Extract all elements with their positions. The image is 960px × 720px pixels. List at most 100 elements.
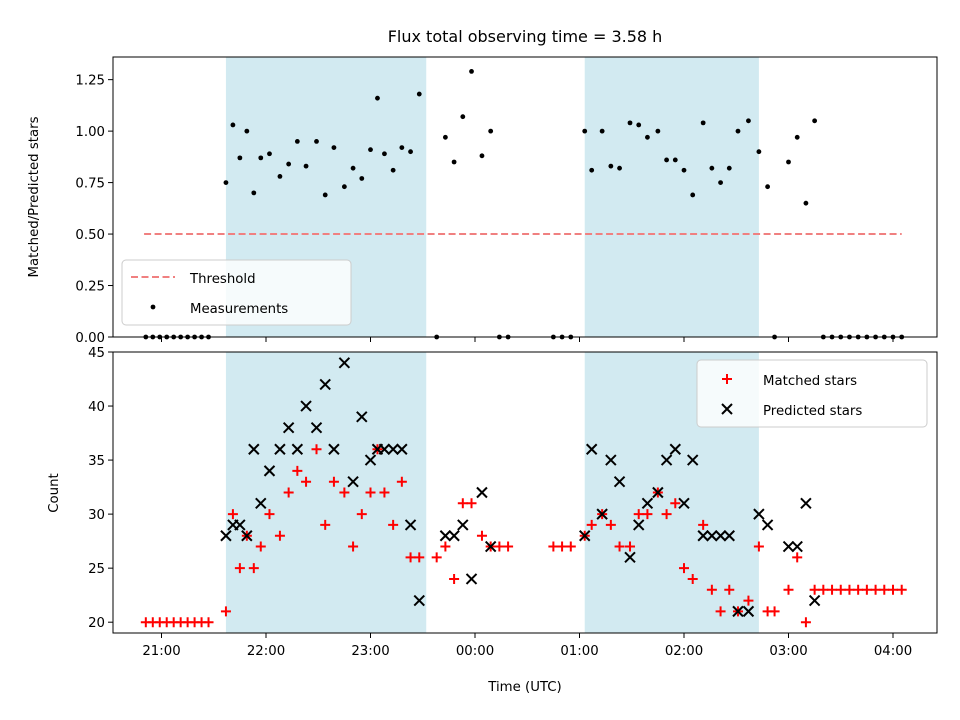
matched-point (827, 584, 838, 595)
predicted-point (364, 454, 377, 466)
predicted-point (791, 540, 803, 553)
measurement-point (617, 165, 622, 171)
legend-predicted-label: Predicted stars (763, 404, 862, 419)
measurement-point (812, 118, 818, 124)
bottom-panel: 20 25 30 35 40 45 21:00 22:00 23:00 00:00 01:00 02:… (88, 346, 938, 659)
predicted-point (579, 530, 591, 542)
matched-point (565, 541, 576, 552)
matched-point (642, 509, 653, 520)
matched-point (356, 509, 367, 520)
y-tick-label: 30 (88, 508, 105, 523)
measurement-point (627, 120, 633, 126)
matched-point (614, 541, 625, 552)
matched-point (844, 584, 855, 595)
y-tick-label: 0.50 (75, 228, 105, 243)
matched-point (670, 498, 681, 509)
predicted-point (697, 530, 709, 542)
predicted-point (457, 519, 469, 531)
matched-point (234, 563, 245, 574)
y-tick-label: 45 (88, 346, 105, 361)
predicted-point (439, 530, 452, 542)
shaded-interval (584, 57, 759, 337)
legend-measurement-label: Measurements (190, 302, 288, 317)
predicted-point (255, 497, 267, 510)
predicted-point (808, 594, 821, 607)
matched-point (503, 541, 514, 552)
predicted-point (687, 454, 699, 466)
matched-point (283, 487, 294, 498)
predicted-point (282, 421, 295, 434)
matched-point (320, 519, 331, 530)
predicted-point (347, 475, 359, 488)
measurement-point (286, 161, 292, 167)
measurement-point (294, 139, 300, 144)
y-tick-label: 40 (88, 400, 105, 415)
matched-point (388, 519, 399, 530)
measurement-point (765, 184, 770, 190)
matched-point (888, 584, 898, 595)
predicted-point (413, 594, 425, 607)
predicted-point (732, 605, 744, 618)
x-tick-label: 22:00 (247, 644, 285, 659)
x-axis-label: Time (UTC) (487, 680, 562, 695)
measurement-point (382, 151, 387, 157)
measurement-point (322, 192, 328, 198)
legend-bottom: Matched stars Predicted stars (696, 359, 928, 428)
measurement-point (700, 120, 706, 126)
legend-measurement-swatch (150, 304, 156, 310)
matched-point (328, 476, 339, 487)
matched-point (248, 563, 259, 574)
predicted-point (641, 497, 654, 510)
predicted-point (328, 443, 340, 455)
predicted-point (761, 519, 774, 531)
predicted-point (484, 540, 497, 553)
matched-point (348, 541, 359, 552)
predicted-point (706, 530, 718, 542)
legend-predicted-swatch (721, 403, 733, 415)
matched-point (365, 487, 376, 498)
matched-point (431, 552, 442, 563)
y-tick-label: 1.25 (75, 74, 105, 89)
measurement-point (237, 155, 243, 161)
measurement-point (803, 200, 809, 206)
measurement-point (794, 134, 800, 140)
matched-point (633, 509, 644, 520)
matched-point (698, 519, 709, 530)
measurement-point (375, 95, 380, 101)
predicted-point (669, 443, 681, 455)
matched-point (476, 530, 487, 541)
measurement-point (636, 122, 642, 128)
matched-point (715, 606, 726, 617)
legend-box (121, 259, 352, 326)
predicted-point (300, 400, 312, 412)
measurement-point (709, 165, 715, 171)
matched-point (743, 595, 754, 606)
matched-point (818, 584, 829, 595)
measurement-point (645, 134, 650, 140)
predicted-point (742, 605, 755, 618)
matched-point (301, 476, 312, 487)
y-tick-label: 25 (88, 562, 105, 577)
predicted-point (338, 357, 351, 369)
matched-point (203, 617, 214, 628)
measurement-point (718, 180, 723, 185)
top-panel: 0.00 0.25 0.50 0.75 1.00 1.25 Threshold Measure… (75, 56, 938, 346)
matched-point (440, 541, 451, 552)
matched-point (292, 465, 303, 476)
predicted-point (263, 465, 276, 477)
predicted-point (248, 443, 260, 455)
x-tick-label: 03:00 (769, 644, 807, 659)
x-tick-label: 00:00 (456, 644, 494, 659)
matched-point (896, 584, 907, 595)
predicted-point (585, 443, 598, 455)
measurement-point (331, 145, 337, 150)
measurement-point (451, 159, 457, 165)
measurement-point (416, 91, 422, 97)
matched-point (274, 530, 285, 541)
predicted-point (319, 378, 331, 391)
predicted-point (660, 454, 673, 466)
matched-point (792, 552, 803, 563)
predicted-point (220, 530, 232, 542)
measurement-point (726, 165, 732, 171)
measurement-point (479, 153, 485, 159)
